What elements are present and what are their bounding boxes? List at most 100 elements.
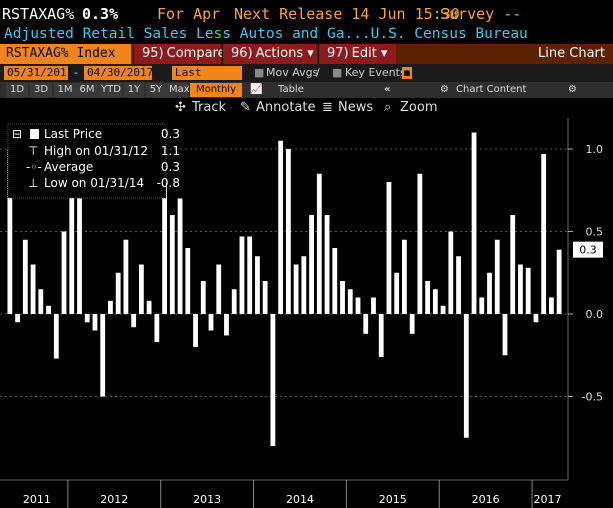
- index-label[interactable]: RSTAXAG% Index: [0, 44, 131, 64]
- date-separator: -: [74, 66, 78, 79]
- bar: [448, 231, 454, 314]
- bar: [347, 289, 353, 314]
- bar: [131, 314, 137, 328]
- bar: [38, 289, 44, 314]
- year-label: 2011: [23, 493, 51, 506]
- line-chart-icon[interactable]: 📈: [250, 84, 263, 95]
- frequency-select[interactable]: Monthly ▾: [190, 83, 242, 109]
- bar: [471, 132, 477, 314]
- bar: [208, 314, 214, 331]
- zoom-button[interactable]: Zoom: [400, 100, 438, 115]
- bar: [371, 297, 376, 314]
- chart-type-label[interactable]: Line Chart: [538, 46, 605, 61]
- bar: [363, 314, 369, 334]
- key-events-settings-icon[interactable]: ▪: [402, 66, 412, 79]
- bar: [185, 248, 191, 314]
- bar: [510, 215, 516, 314]
- low-marker-icon: ⊥: [28, 176, 38, 190]
- news-button[interactable]: News: [338, 100, 374, 115]
- bar: [193, 314, 198, 347]
- bar: [456, 256, 461, 314]
- actions-button[interactable]: 96) Actions ▾: [222, 44, 317, 64]
- bar: [77, 198, 82, 314]
- bar: [301, 256, 307, 314]
- period-6m[interactable]: 6M: [76, 83, 98, 97]
- chart-content-button[interactable]: Chart Content: [456, 84, 527, 95]
- bar: [224, 314, 229, 336]
- year-label: 2012: [100, 493, 128, 506]
- bar: [255, 256, 260, 314]
- period-1y[interactable]: 1Y: [124, 83, 144, 97]
- bar: [293, 264, 299, 314]
- period-bar: 1D 3D 1M 6M YTD 1Y 5Y Max Monthly ▾ 📈 Ta…: [0, 82, 613, 109]
- chart-content-icon: ⚙: [440, 84, 449, 95]
- table-button[interactable]: Table: [278, 84, 304, 95]
- period-1d[interactable]: 1D: [6, 83, 28, 97]
- bar: [7, 149, 13, 314]
- bar: [69, 132, 75, 314]
- track-icon: ✣: [175, 100, 186, 115]
- period-max[interactable]: Max: [166, 83, 190, 97]
- bar: [556, 249, 562, 314]
- high-marker-icon: ⊤: [28, 144, 38, 158]
- bar: [53, 314, 59, 359]
- bar: [262, 281, 268, 314]
- end-date-field[interactable]: 04/30/2017: [84, 66, 153, 80]
- checkbox-icon[interactable]: ■: [254, 66, 265, 79]
- annotate-button[interactable]: Annotate: [256, 100, 316, 115]
- bar: [432, 289, 438, 314]
- track-button[interactable]: Track: [192, 100, 227, 115]
- settings-bar: 05/31/2011 - 04/30/2017 Last Price ▾ ■ M…: [0, 64, 613, 93]
- key-events-toggle[interactable]: Key Events: [345, 66, 406, 79]
- bar: [92, 314, 98, 331]
- bar: [417, 173, 423, 314]
- year-label: 2017: [534, 493, 562, 506]
- gear-icon[interactable]: ⚙: [568, 84, 577, 95]
- compare-button[interactable]: 95) Compare: [133, 44, 226, 64]
- legend-label-low: Low on 01/31/14: [44, 176, 144, 190]
- bar: [169, 215, 175, 314]
- bar: [463, 314, 469, 438]
- bar: [309, 215, 314, 314]
- period-ytd[interactable]: YTD: [98, 83, 122, 97]
- legend-collapse-icon[interactable]: ⊟: [12, 127, 22, 141]
- collapse-icon[interactable]: «: [384, 84, 391, 95]
- checkbox-icon[interactable]: ■: [332, 66, 343, 79]
- header-bar: RSTAXAG% 0.3% For Apr Next Release 14 Jun…: [0, 0, 613, 28]
- bar: [154, 314, 160, 343]
- bar: [285, 149, 291, 314]
- bar: [46, 305, 51, 314]
- year-label: 2015: [379, 493, 407, 506]
- start-date-field[interactable]: 05/31/2011: [4, 66, 73, 80]
- survey: Survey --: [440, 5, 522, 23]
- mov-avgs-toggle[interactable]: Mov Avgs: [266, 66, 319, 79]
- edit-button[interactable]: 97) Edit ▾: [318, 44, 396, 64]
- bar: [533, 314, 539, 323]
- field-select[interactable]: Last Price ▾: [172, 66, 242, 93]
- bar: [231, 289, 237, 314]
- ticker-label: RSTAXAG% 0.3%: [2, 0, 118, 28]
- tools-bar: ✣ Track ✎ Annotate ≣ News ⌕ Zoom: [0, 98, 613, 118]
- bar: [200, 281, 206, 314]
- year-label: 2014: [286, 493, 314, 506]
- y-tick-label: 1.0: [586, 143, 604, 156]
- year-label: 2013: [193, 493, 221, 506]
- annotate-icon: ✎: [240, 100, 251, 115]
- chart-area[interactable]: 1.00.50.0-0.50.3 2011 2012 2013 2014 2015 201…: [0, 118, 613, 508]
- bars: [7, 132, 562, 446]
- period-5y[interactable]: 5Y: [146, 83, 166, 97]
- legend-value-last: 0.3: [161, 127, 180, 141]
- y-axis: 1.0 0.5 0.0 -0.5 0.3: [568, 143, 603, 404]
- bar: [386, 182, 392, 314]
- period-1m[interactable]: 1M: [54, 83, 76, 97]
- legend-value-high: 1.1: [161, 144, 180, 158]
- bar: [332, 248, 338, 314]
- bar: [247, 236, 253, 314]
- bar: [355, 297, 361, 314]
- period-3d[interactable]: 3D: [30, 83, 52, 97]
- x-axis: 2011 2012 2013 2014 2015 2016 2017: [0, 479, 568, 508]
- bar: [15, 314, 21, 323]
- bar: [494, 239, 500, 314]
- bar: [239, 236, 245, 314]
- bar: [146, 300, 152, 314]
